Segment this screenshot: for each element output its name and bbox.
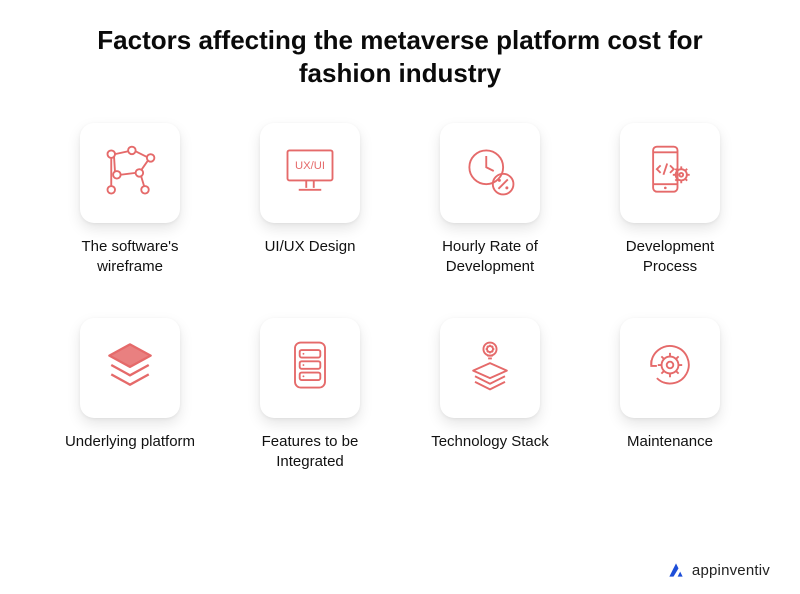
label-techstack: Technology Stack	[431, 432, 549, 452]
appinventiv-logo-icon	[666, 560, 686, 580]
bulb-layers-icon	[460, 335, 520, 400]
server-list-icon	[280, 335, 340, 400]
card-maintenance	[620, 318, 720, 418]
factor-techstack: Technology Stack	[420, 318, 560, 473]
card-wireframe	[80, 123, 180, 223]
card-features	[260, 318, 360, 418]
wireframe-icon	[100, 141, 160, 206]
brand-badge: appinventiv	[666, 560, 770, 580]
phone-code-gear-icon	[640, 141, 700, 206]
label-hourly: Hourly Rate of Development	[420, 237, 560, 278]
factor-wireframe: The software's wireframe	[60, 123, 200, 278]
monitor-uxui-icon: UX/UI	[280, 141, 340, 206]
factor-uxui: UX/UI UI/UX Design	[240, 123, 380, 278]
factor-platform: Underlying platform	[60, 318, 200, 473]
label-wireframe: The software's wireframe	[60, 237, 200, 278]
svg-text:UX/UI: UX/UI	[295, 160, 325, 172]
brand-text: appinventiv	[692, 562, 770, 579]
label-devprocess: Development Process	[600, 237, 740, 278]
card-uxui: UX/UI	[260, 123, 360, 223]
label-uxui: UI/UX Design	[265, 237, 356, 257]
page-title: Factors affecting the metaverse platform…	[0, 0, 800, 99]
card-techstack	[440, 318, 540, 418]
card-devprocess	[620, 123, 720, 223]
layers-icon	[100, 335, 160, 400]
label-features: Features to be Integrated	[240, 432, 380, 473]
factor-features: Features to be Integrated	[240, 318, 380, 473]
factor-devprocess: Development Process	[600, 123, 740, 278]
label-maintenance: Maintenance	[627, 432, 713, 452]
clock-percent-icon	[460, 141, 520, 206]
label-platform: Underlying platform	[65, 432, 195, 452]
factor-maintenance: Maintenance	[600, 318, 740, 473]
factors-grid: The software's wireframe UX/UI UI/UX Des…	[0, 99, 800, 472]
card-hourly	[440, 123, 540, 223]
gear-cycle-icon	[640, 335, 700, 400]
factor-hourly: Hourly Rate of Development	[420, 123, 560, 278]
card-platform	[80, 318, 180, 418]
